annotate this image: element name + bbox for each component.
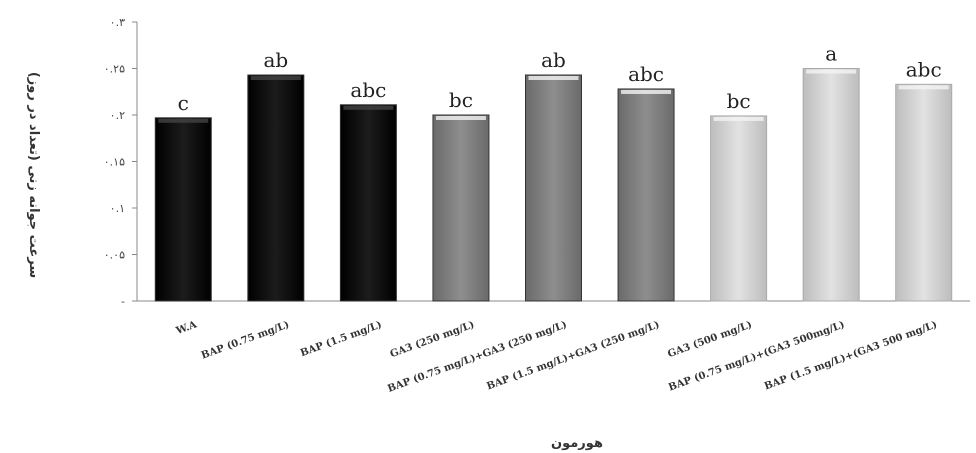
- category-label: BAP (0.75 mg/L)+(GA3 500mg/L): [667, 319, 846, 393]
- category-label: W.A: [174, 319, 199, 337]
- significance-label: abc: [906, 57, 942, 81]
- significance-label: c: [178, 91, 189, 115]
- category-label: GA3 (250 mg/L): [389, 319, 476, 360]
- bar: [339, 104, 397, 302]
- significance-label: ab: [541, 48, 566, 72]
- bars: c ab abc bc ab abc bc a abc: [154, 42, 953, 302]
- y-tick-label: ۰.۲: [110, 109, 125, 122]
- y-ticks: - ۰.۰۵ ۰.۱ ۰.۱۵ ۰.۲ ۰.۲۵ ۰.۳: [104, 16, 137, 308]
- bar-top-highlight: [250, 76, 301, 81]
- significance-label: abc: [350, 78, 386, 102]
- significance-label: abc: [628, 62, 664, 86]
- x-axis-title: هورمون: [551, 436, 603, 451]
- category-label: BAP (0.75 mg/L): [200, 319, 291, 361]
- bar: [525, 74, 582, 302]
- bar-top-highlight: [158, 118, 209, 123]
- bar: [802, 68, 860, 302]
- bar-top-highlight: [898, 85, 949, 90]
- significance-label: bc: [449, 88, 473, 112]
- y-tick-label: ۰.۳: [110, 16, 125, 29]
- y-tick-label: ۰.۱: [110, 202, 125, 215]
- bar: [154, 117, 212, 302]
- y-tick-label: ۰.۰۵: [104, 249, 125, 262]
- significance-label: ab: [263, 48, 288, 72]
- bar-top-highlight: [621, 89, 672, 94]
- category-label: GA3 (500 mg/L): [666, 319, 753, 360]
- bar: [617, 88, 675, 302]
- significance-label: bc: [727, 89, 751, 113]
- bar: [432, 114, 490, 302]
- bar-top-highlight: [806, 69, 857, 74]
- category-label: BAP (1.5 mg/L)+GA3 (250 mg/L): [485, 319, 661, 392]
- bar: [247, 74, 305, 302]
- y-axis-title: سرعت جوانه زنی (تعداد در روز): [26, 72, 41, 278]
- bar-top-highlight: [435, 116, 486, 120]
- category-label: BAP (1.5 mg/L)+(GA3 500 mg/L): [763, 319, 939, 392]
- y-tick-label: ۰.۲۵: [104, 63, 125, 76]
- bar-top-highlight: [343, 105, 394, 110]
- y-tick-label: ۰.۱۵: [104, 156, 125, 169]
- bar: [710, 115, 768, 302]
- category-labels: W.A BAP (0.75 mg/L) BAP (1.5 mg/L) GA3 (250…: [174, 319, 939, 394]
- category-label: BAP (0.75 mg/L)+GA3 (250 mg/L): [386, 319, 568, 394]
- bar: [895, 83, 953, 302]
- significance-label: a: [825, 42, 837, 66]
- bar-top-highlight: [713, 116, 764, 121]
- y-tick-label: -: [121, 295, 125, 308]
- bar-top-highlight: [528, 76, 579, 81]
- category-label: BAP (1.5 mg/L): [299, 319, 383, 359]
